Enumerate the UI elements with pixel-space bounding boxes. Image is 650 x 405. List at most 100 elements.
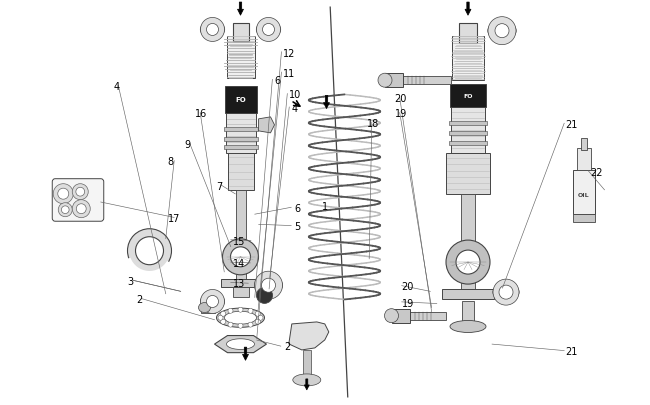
Circle shape [499,286,513,299]
Bar [224,138,257,142]
Bar [220,279,261,288]
Bar [573,214,595,222]
Circle shape [255,272,283,299]
Text: 9: 9 [185,140,190,150]
Circle shape [255,311,260,316]
Ellipse shape [257,288,272,304]
Circle shape [228,309,233,313]
Text: 17: 17 [168,214,180,224]
Bar [303,350,311,380]
Circle shape [456,250,480,275]
Circle shape [218,315,223,320]
Polygon shape [289,322,329,350]
Circle shape [221,311,226,316]
Circle shape [446,241,490,284]
Circle shape [238,324,243,328]
Bar [450,85,486,107]
Bar [449,142,487,146]
Circle shape [221,320,226,324]
Circle shape [72,184,88,200]
Bar [403,77,451,85]
Ellipse shape [200,294,224,310]
Ellipse shape [493,284,519,301]
Circle shape [135,237,164,265]
Text: 20: 20 [395,94,407,104]
Text: 16: 16 [195,109,207,119]
Ellipse shape [488,23,516,40]
Bar [226,113,255,154]
Polygon shape [227,339,255,350]
Circle shape [493,279,519,305]
Polygon shape [216,308,265,328]
Bar [235,190,246,292]
Circle shape [61,206,69,214]
Bar [385,74,403,88]
Bar [449,122,487,126]
Circle shape [248,309,253,313]
Bar [227,154,254,190]
Circle shape [76,204,86,214]
Circle shape [200,18,224,43]
Text: 15: 15 [233,236,245,246]
Text: 7: 7 [216,181,223,191]
Bar [224,146,257,150]
Bar [580,139,587,150]
Text: 12: 12 [283,49,296,58]
Text: 21: 21 [566,347,578,356]
Ellipse shape [198,303,211,313]
FancyBboxPatch shape [52,179,104,222]
Bar [442,290,494,300]
Ellipse shape [385,309,398,323]
Circle shape [238,307,243,312]
Bar [224,128,257,132]
Circle shape [231,247,250,267]
Circle shape [53,184,73,204]
Text: 6: 6 [294,204,300,213]
Circle shape [72,200,90,218]
Text: 20: 20 [402,282,414,292]
Text: 19: 19 [395,109,407,119]
Circle shape [495,25,509,38]
Text: FO: FO [235,97,246,103]
Bar [224,87,257,113]
Bar [577,148,591,170]
Bar [452,36,484,81]
Bar [462,302,474,327]
Ellipse shape [257,22,281,38]
Polygon shape [259,117,274,134]
Circle shape [263,24,274,36]
Text: 3: 3 [127,277,133,286]
Text: OIL: OIL [578,192,590,198]
Text: 6: 6 [274,76,280,86]
Text: 2: 2 [284,341,291,351]
Circle shape [76,188,85,196]
Text: 11: 11 [283,69,296,79]
Bar [391,309,410,323]
Circle shape [488,18,516,45]
Text: 4: 4 [291,104,297,113]
Bar [449,132,487,136]
Bar [410,312,446,320]
Circle shape [58,189,69,200]
Text: 18: 18 [367,119,380,128]
Circle shape [228,322,233,327]
Circle shape [200,290,224,314]
Circle shape [58,203,72,217]
Polygon shape [242,347,248,360]
Bar [446,154,490,194]
Polygon shape [304,379,309,390]
Polygon shape [214,336,266,353]
Text: 14: 14 [233,258,245,268]
Text: 4: 4 [114,82,120,92]
Text: 22: 22 [590,167,603,177]
Text: 2: 2 [136,295,143,305]
Text: 5: 5 [294,222,301,232]
Text: 21: 21 [566,120,578,130]
Bar [461,194,475,296]
Polygon shape [237,3,244,16]
Bar [226,36,255,79]
Circle shape [248,322,253,327]
Bar [459,23,477,43]
Bar [200,303,214,313]
Text: 13: 13 [233,279,245,288]
